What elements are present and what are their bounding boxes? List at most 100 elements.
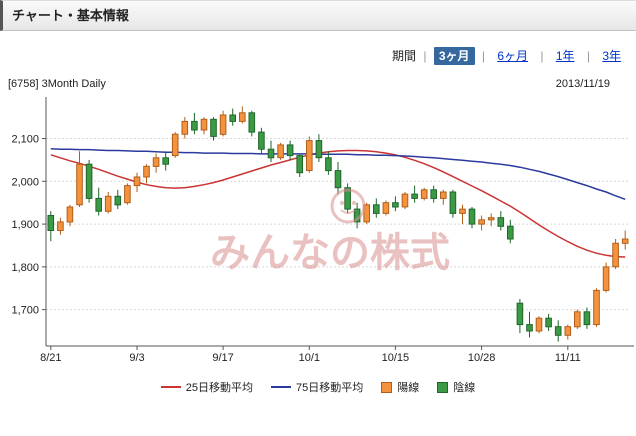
separator: | bbox=[423, 49, 427, 63]
period-selector: 期間 | 3ヶ月 | 6ヶ月 | 1年 | 3年 bbox=[0, 47, 636, 65]
candle bbox=[95, 197, 103, 212]
candle bbox=[181, 120, 189, 135]
candle bbox=[152, 157, 160, 167]
bullish-candle-swatch bbox=[381, 381, 393, 393]
candle bbox=[85, 163, 93, 199]
candle bbox=[382, 202, 390, 214]
x-tick-label: 10/1 bbox=[299, 352, 320, 364]
candle bbox=[286, 144, 294, 157]
candle bbox=[239, 112, 246, 122]
candle bbox=[583, 311, 591, 326]
candle bbox=[210, 118, 217, 137]
candle bbox=[143, 165, 150, 178]
candle bbox=[325, 157, 332, 172]
legend-label-bearish: 陰線 bbox=[453, 382, 476, 394]
legend-item-ma25: 25日移動平均 bbox=[160, 379, 253, 395]
legend-label-ma25: 25日移動平均 bbox=[185, 382, 253, 394]
chart-svg: 1,700 1,800 1,900 2,000 2,100 8/21 9/3 9/17 10/1… bbox=[11, 97, 634, 364]
period-option-3y[interactable]: 3年 bbox=[602, 49, 621, 63]
candle bbox=[219, 114, 227, 135]
candle bbox=[200, 118, 208, 131]
candle bbox=[258, 131, 265, 150]
candle bbox=[47, 215, 55, 231]
candle bbox=[133, 176, 141, 187]
y-tick-label: 1,900 bbox=[11, 219, 39, 231]
period-option-1y[interactable]: 1年 bbox=[555, 49, 575, 63]
chart-date: 2013/11/19 bbox=[555, 78, 610, 90]
candle bbox=[593, 289, 600, 326]
chart-code-label: [6758] 3Month Daily bbox=[8, 78, 106, 90]
candle bbox=[554, 326, 562, 336]
x-tick-label: 10/15 bbox=[382, 352, 410, 364]
ma75-line-swatch bbox=[271, 386, 291, 388]
chart-legend: 25日移動平均 75日移動平均 陽線 陰線 bbox=[0, 379, 636, 395]
ma-line-25 bbox=[50, 149, 626, 258]
candle bbox=[344, 187, 351, 210]
candle bbox=[124, 185, 131, 204]
legend-label-bullish: 陽線 bbox=[397, 382, 420, 394]
y-tick-label: 2,000 bbox=[11, 176, 39, 188]
x-tick-label: 10/28 bbox=[468, 352, 496, 364]
separator: | bbox=[481, 49, 485, 63]
candle bbox=[191, 120, 198, 131]
legend-label-ma75: 75日移動平均 bbox=[296, 382, 364, 394]
bearish-candle-swatch bbox=[437, 381, 449, 393]
x-tick-label: 9/3 bbox=[129, 352, 144, 364]
candle bbox=[526, 324, 533, 332]
legend-item-ma75: 75日移動平均 bbox=[271, 379, 363, 395]
candle bbox=[401, 193, 409, 208]
candle bbox=[535, 317, 543, 332]
candle bbox=[76, 163, 83, 206]
candle bbox=[363, 204, 370, 223]
candles bbox=[47, 106, 629, 342]
ma25-line-swatch bbox=[160, 386, 181, 388]
candle bbox=[229, 114, 236, 122]
candle bbox=[420, 189, 428, 199]
candle bbox=[162, 157, 169, 165]
candle bbox=[104, 195, 112, 212]
candle bbox=[545, 317, 552, 328]
candle bbox=[516, 302, 524, 326]
section-title: チャート・基本情報 bbox=[12, 8, 129, 23]
candle bbox=[248, 112, 256, 133]
gridlines: 1,700 1,800 1,900 2,000 2,100 8/21 9/3 9/17 10/1… bbox=[11, 134, 630, 364]
candle bbox=[114, 195, 122, 206]
x-tick-label: 11/11 bbox=[555, 352, 581, 364]
candle bbox=[612, 242, 619, 268]
candle bbox=[430, 189, 437, 199]
period-option-6m[interactable]: 6ヶ月 bbox=[497, 49, 528, 63]
candle bbox=[507, 225, 514, 240]
ma-line-75 bbox=[50, 148, 626, 201]
period-label: 期間 bbox=[391, 49, 416, 63]
candle bbox=[296, 155, 303, 174]
candle bbox=[66, 206, 74, 223]
legend-item-bearish: 陰線 bbox=[437, 379, 475, 395]
candle bbox=[440, 191, 447, 199]
y-tick-label: 1,700 bbox=[11, 305, 39, 317]
candlestick-chart: 1,700 1,800 1,900 2,000 2,100 8/21 9/3 9/17 10/1… bbox=[0, 94, 636, 377]
chart-info-row: [6758] 3Month Daily 2013/11/19 bbox=[0, 78, 636, 90]
y-tick-label: 1,800 bbox=[11, 262, 39, 274]
candle bbox=[306, 140, 313, 171]
candle bbox=[487, 217, 495, 221]
period-option-3m[interactable]: 3ヶ月 bbox=[433, 47, 475, 65]
mascot-face-icon bbox=[330, 188, 366, 224]
candle bbox=[373, 204, 380, 214]
candle bbox=[334, 170, 342, 189]
legend-item-bullish: 陽線 bbox=[381, 379, 419, 395]
candle bbox=[564, 326, 572, 336]
watermark: みんなの株式 bbox=[210, 188, 450, 275]
candle bbox=[478, 219, 485, 225]
candle bbox=[459, 208, 466, 214]
candle bbox=[468, 208, 476, 225]
x-tick-label: 8/21 bbox=[40, 352, 61, 364]
y-tick-label: 2,100 bbox=[11, 134, 39, 146]
section-header: チャート・基本情報 bbox=[0, 0, 636, 31]
candle bbox=[267, 148, 275, 159]
watermark-text: みんなの株式 bbox=[210, 231, 450, 275]
candle bbox=[315, 140, 323, 159]
candle bbox=[497, 217, 505, 227]
candle bbox=[449, 191, 457, 214]
candle bbox=[602, 266, 610, 291]
